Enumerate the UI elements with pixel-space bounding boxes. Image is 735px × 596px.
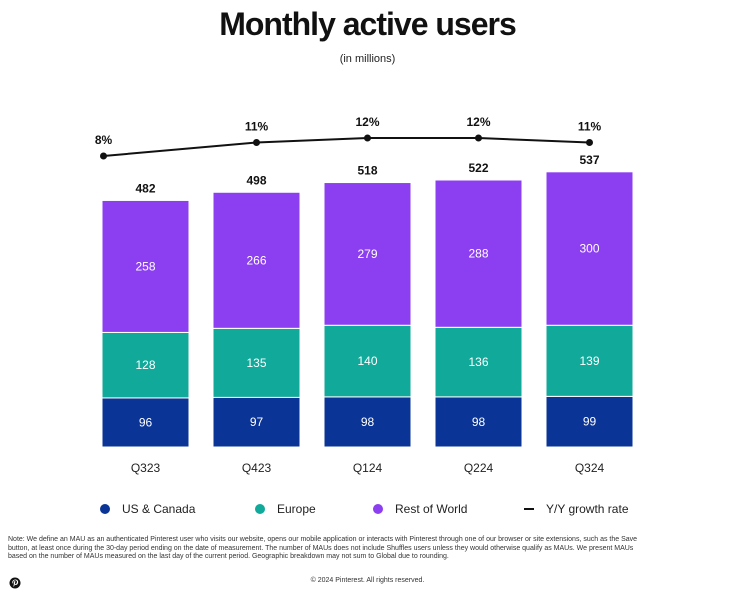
stacked-bar-chart: 96 128 258 482 Q323 97 135 266 498 Q423 98 140 279 51… xyxy=(95,115,634,475)
pinterest-logo-icon xyxy=(9,577,21,589)
legend-item-growth-rate: Y/Y growth rate xyxy=(524,502,629,516)
legend-item-us-canada: US & Canada xyxy=(100,502,195,516)
data-label-rest-of-world: 300 xyxy=(579,242,599,256)
copyright-text: © 2024 Pinterest. All rights reserved. xyxy=(310,577,425,584)
data-label-europe: 139 xyxy=(579,354,599,368)
bar-segment-rest-of-world xyxy=(323,182,412,326)
growth-rate-label: 11% xyxy=(578,120,602,134)
growth-rate-point xyxy=(586,139,593,146)
legend-label-europe: Europe xyxy=(277,502,316,516)
bar-segment-rest-of-world xyxy=(545,171,634,326)
total-label: 482 xyxy=(135,181,155,195)
data-label-us-canada: 98 xyxy=(361,415,375,429)
legend-item-europe: Europe xyxy=(255,502,316,516)
growth-rate-line xyxy=(103,137,590,157)
legend-swatch-rest-of-world xyxy=(373,504,383,514)
growth-rate-point xyxy=(475,134,482,142)
bar-segment-us-canada xyxy=(545,395,634,448)
x-tick-label: Q224 xyxy=(464,461,494,475)
legend-swatch-growth-rate xyxy=(524,508,534,510)
chart-title: Monthly active users xyxy=(219,6,517,42)
chart-legend: US & Canada Europe Rest of World Y/Y gro… xyxy=(100,502,660,518)
x-tick-label: Q324 xyxy=(575,461,605,475)
total-label: 522 xyxy=(468,161,488,175)
x-tick-label: Q124 xyxy=(353,461,383,475)
legend-swatch-europe xyxy=(255,504,265,514)
growth-rate-point xyxy=(100,152,107,160)
legend-swatch-us-canada xyxy=(100,504,110,514)
bar-segment-us-canada xyxy=(434,396,523,448)
bar-segment-rest-of-world xyxy=(434,179,523,328)
bar-segment-us-canada xyxy=(323,396,412,448)
footnote: Note: We define an MAU as an authenticat… xyxy=(8,536,638,561)
growth-rate-label: 12% xyxy=(355,115,379,129)
legend-label-us-canada: US & Canada xyxy=(122,502,196,516)
growth-rate-label: 12% xyxy=(466,115,490,129)
growth-rate-point xyxy=(253,139,260,146)
data-label-europe: 128 xyxy=(135,358,155,372)
data-label-europe: 136 xyxy=(468,355,488,369)
bar-segment-us-canada xyxy=(212,396,301,448)
growth-rate-label: 11% xyxy=(245,120,269,134)
data-label-us-canada: 98 xyxy=(472,415,486,429)
data-label-rest-of-world: 288 xyxy=(468,247,488,261)
legend-label-rest-of-world: Rest of World xyxy=(395,502,468,516)
data-label-europe: 140 xyxy=(357,354,377,368)
data-label-europe: 135 xyxy=(246,356,266,370)
bar-segment-europe xyxy=(101,331,190,399)
data-label-us-canada: 97 xyxy=(250,415,264,429)
bar-segment-rest-of-world xyxy=(101,199,190,333)
total-label: 518 xyxy=(357,164,377,178)
data-label-us-canada: 96 xyxy=(139,415,153,429)
bar-segment-europe xyxy=(434,326,523,398)
data-label-rest-of-world: 266 xyxy=(246,253,266,267)
x-tick-label: Q423 xyxy=(242,461,272,475)
x-tick-label: Q323 xyxy=(131,461,161,475)
chart-subtitle: (in millions) xyxy=(339,53,396,65)
bar-segment-europe xyxy=(545,324,634,397)
total-label: 537 xyxy=(579,153,599,167)
data-label-rest-of-world: 279 xyxy=(357,247,377,261)
legend-label-growth-rate: Y/Y growth rate xyxy=(546,502,629,516)
growth-rate-label: 8% xyxy=(95,133,113,147)
bar-segment-us-canada xyxy=(101,397,190,448)
bar-segment-rest-of-world xyxy=(212,191,301,329)
total-label: 498 xyxy=(246,173,266,187)
growth-rate-point xyxy=(364,134,371,142)
data-label-us-canada: 99 xyxy=(583,415,597,429)
legend-item-rest-of-world: Rest of World xyxy=(373,502,467,516)
bar-segment-europe xyxy=(212,327,301,398)
data-label-rest-of-world: 258 xyxy=(135,259,155,273)
